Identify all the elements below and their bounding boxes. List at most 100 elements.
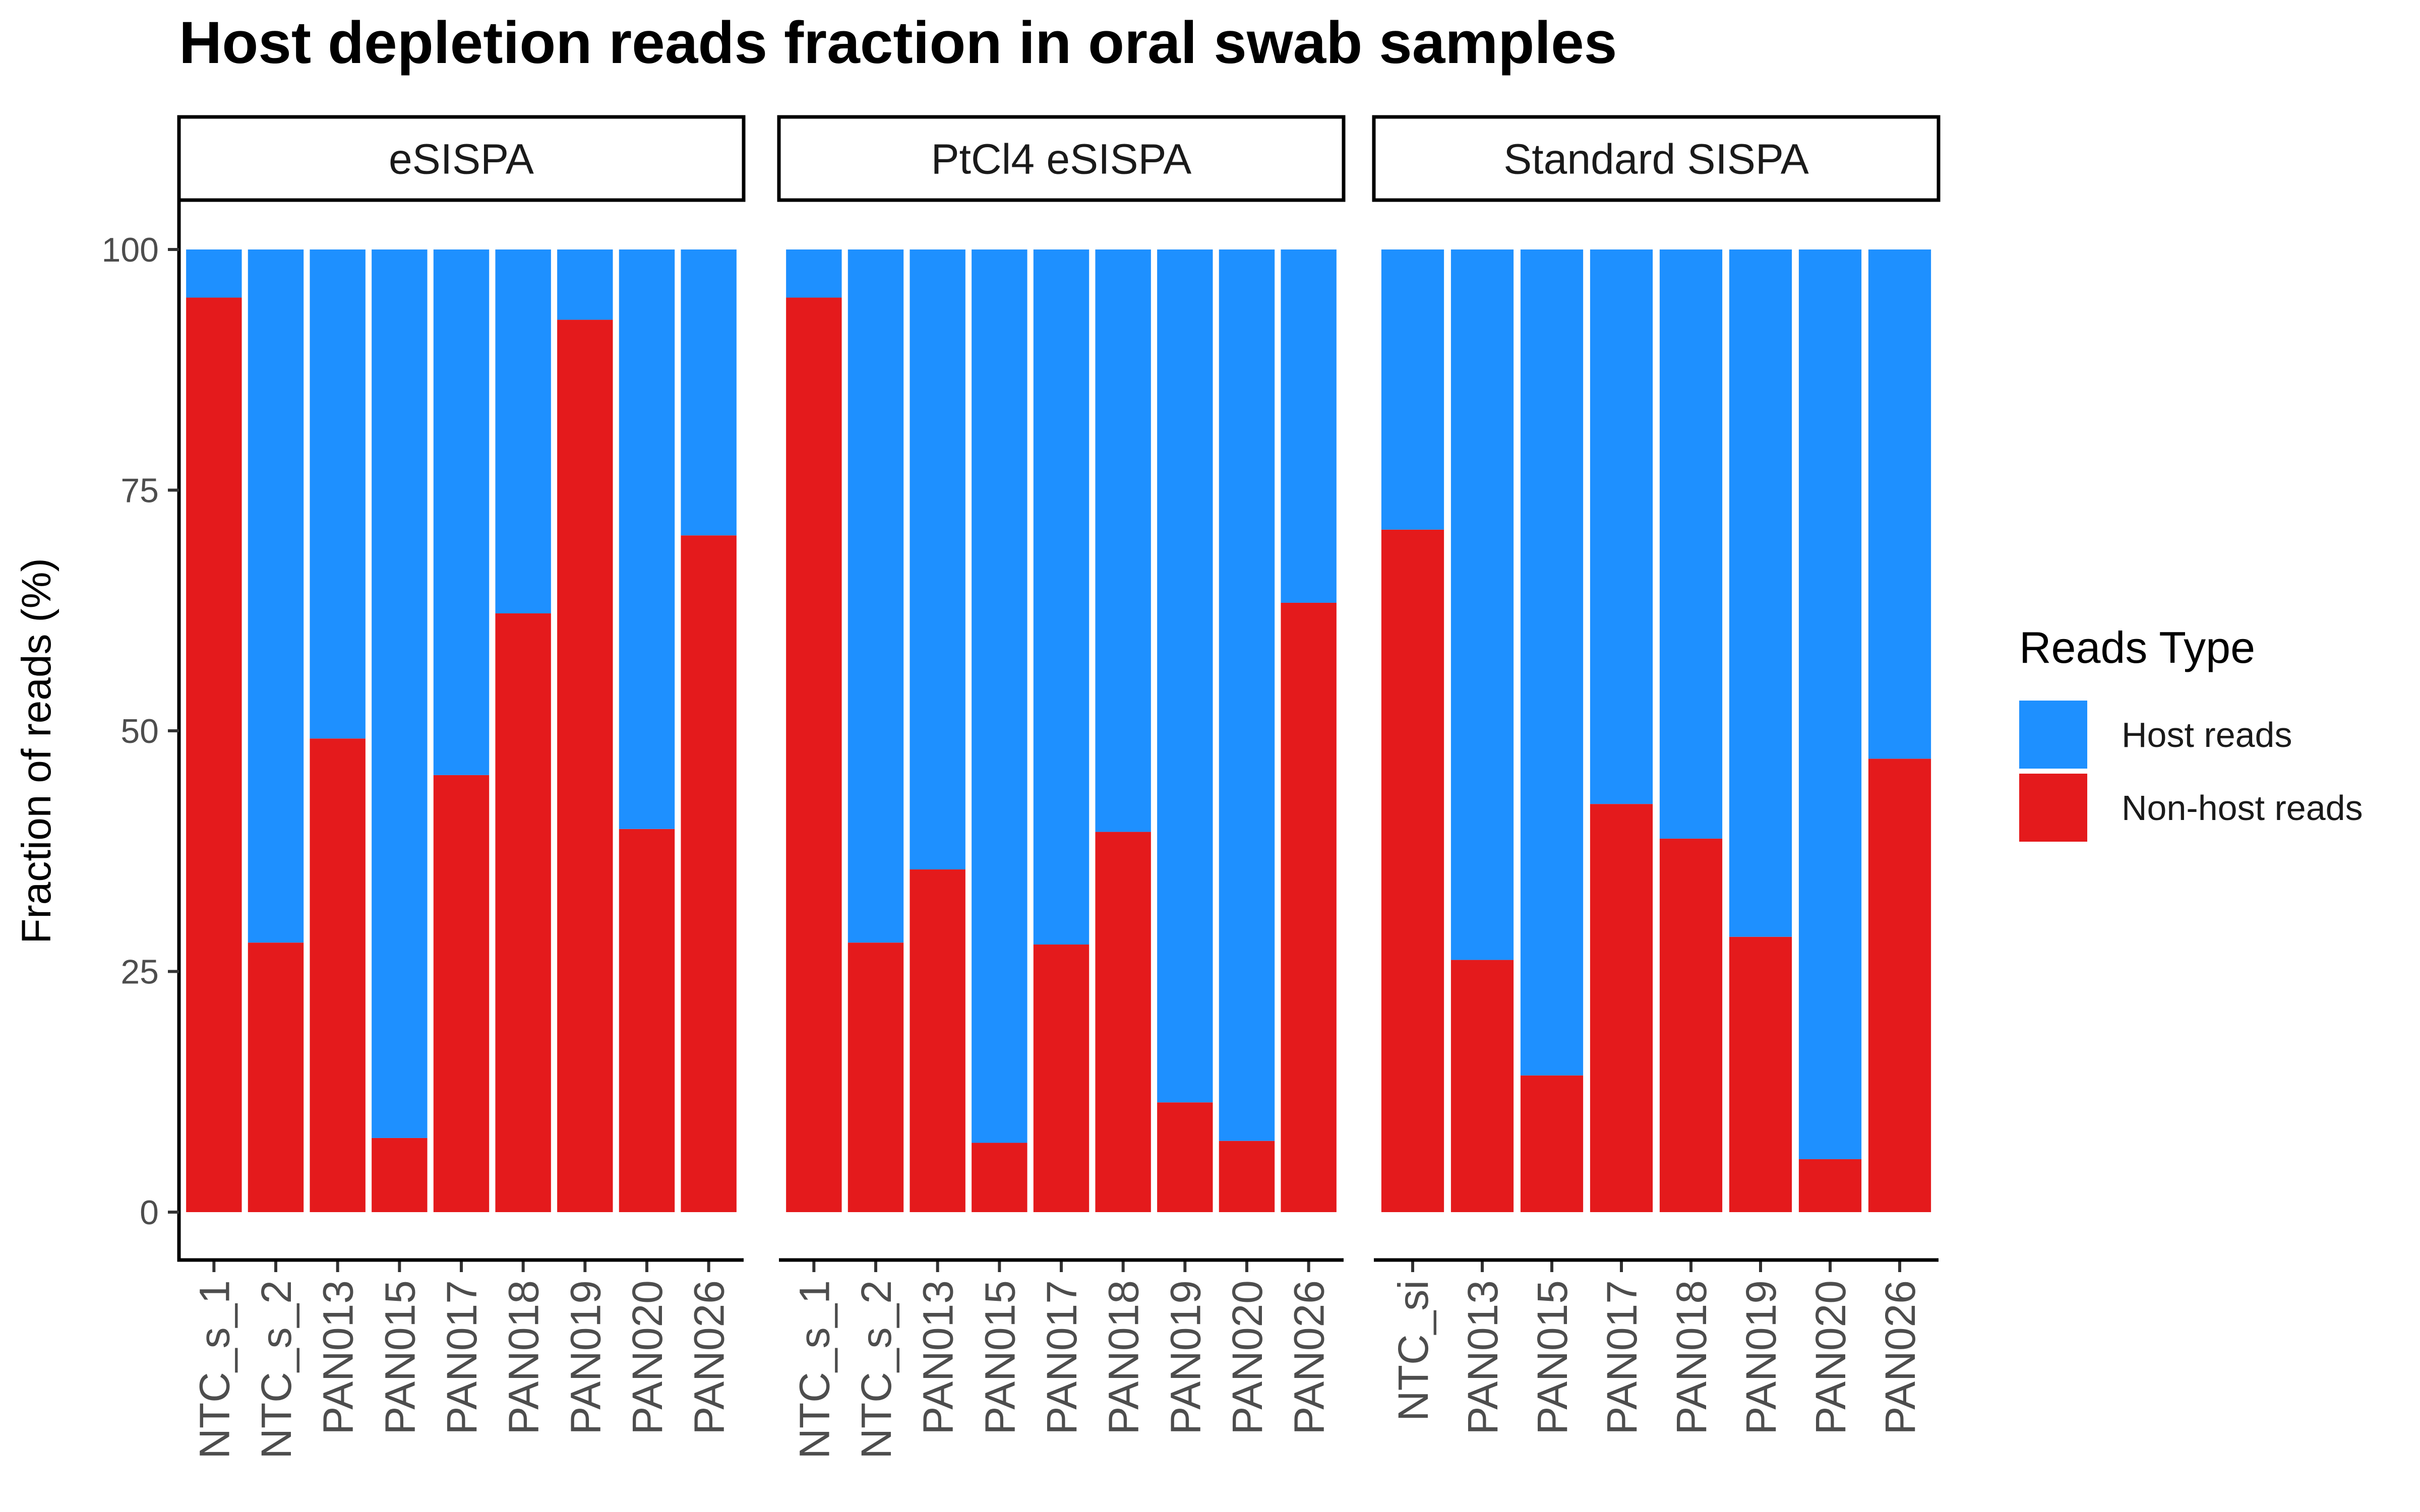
bar-segment [619,249,675,829]
bar-segment [1798,1159,1862,1212]
bar-segment [786,297,842,1212]
bar-segment [310,738,366,1212]
bar-segment [1590,804,1653,1212]
bar-segment [1798,249,1862,1159]
x-tick-label: PAN020 [1807,1280,1854,1435]
x-tick-label: PAN017 [438,1280,486,1435]
bar-segment [1033,249,1090,945]
y-axis: 0 25 50 75 100 [102,202,181,1262]
x-tick-label: PAN015 [1529,1280,1576,1435]
bar-segment [681,535,737,1212]
facet-strip-label: PtCl4 eSISPA [931,136,1192,183]
x-tick-label: PAN015 [976,1280,1023,1435]
legend: Reads Type Host reads Non-host reads [2019,622,2363,842]
bar-segment [557,320,613,1213]
legend-swatch [2019,701,2087,769]
bar-segment [848,249,904,943]
x-tick-label: NTC_si [1389,1280,1437,1421]
bar-segment [248,942,304,1212]
x-tick-label: PAN018 [500,1280,548,1435]
facet-strip [777,115,1346,202]
legend-label: Host reads [2122,715,2292,754]
bar-segment [1450,249,1514,960]
legend-title: Reads Type [2019,622,2255,672]
bar-segment [248,249,304,943]
bar-segment [1095,832,1151,1212]
x-tick-label: PAN018 [1668,1280,1715,1435]
x-tick-label: PAN017 [1038,1280,1085,1435]
y-tick-label: 50 [120,712,159,750]
bar-segment [681,249,737,536]
bar-segment [1157,1102,1213,1212]
x-tick-label: PAN020 [1224,1280,1271,1435]
facet-strip-label: eSISPA [389,136,534,183]
y-tick-label: 75 [120,472,159,510]
bar-segment [1381,529,1444,1212]
bar-segment [1590,249,1653,804]
bar-segment [433,249,490,775]
chart-title: Host depletion reads fraction in oral sw… [179,10,1617,76]
bar-segment [910,249,965,870]
bar-segment [1281,602,1337,1212]
x-tick-label: NTC_s_2 [853,1280,900,1459]
bar-segment [1281,249,1337,603]
x-tick-label: PAN026 [1877,1280,1924,1435]
x-tick-label: PAN026 [686,1280,733,1435]
x-tick-label: NTC_s_1 [791,1280,838,1459]
bar-segment [1659,838,1723,1212]
bar-segment [1868,759,1931,1212]
x-tick-label: PAN020 [624,1280,671,1435]
facet-strip [1372,115,1941,202]
x-tick-label: PAN019 [1737,1280,1785,1435]
bar-segment [1033,944,1090,1212]
legend-swatch [2019,774,2087,842]
bar-segment [495,613,551,1212]
bar-segment [1219,249,1275,1141]
bar-segment [1520,249,1584,1076]
y-axis-title: Fraction of reads (%) [14,558,59,944]
bar-segment [495,249,551,613]
x-tick-label: PAN013 [1459,1280,1506,1435]
bar-segment [557,249,613,320]
bar-segment [972,249,1027,1143]
bar-segment [186,297,242,1212]
bar-segment [1157,249,1213,1103]
facet-panel: eSISPA NTC_s_1 NTC_s_2 PAN013 PAN015 PAN017 PA… [177,115,746,1459]
x-tick-label: PAN019 [1162,1280,1209,1435]
facet-strip [177,115,746,202]
x-tick-label: PAN013 [315,1280,362,1435]
x-tick-label: PAN013 [915,1280,962,1435]
facet-strip-label: Standard SISPA [1503,136,1808,183]
bar-segment [186,249,242,298]
x-tick-label: PAN015 [376,1280,424,1435]
bar-segment [433,775,490,1212]
x-tick-label: PAN018 [1100,1280,1147,1435]
x-tick-label: PAN026 [1286,1280,1333,1435]
bar-segment [372,1138,428,1212]
bar-segment [1729,936,1792,1212]
bar-segment [1450,960,1514,1212]
bar-segment [786,249,842,298]
bar-segment [1095,249,1151,832]
bar-segment [1520,1075,1584,1212]
bar-segment [1868,249,1931,759]
y-tick-label: 100 [102,231,159,269]
bar-segment [1659,249,1723,839]
bar-segment [848,942,904,1212]
bar-segment [372,249,428,1138]
bar-segment [972,1143,1027,1212]
bar-segment [619,829,675,1212]
y-tick-label: 0 [140,1193,159,1232]
facet-panels: eSISPA NTC_s_1 NTC_s_2 PAN013 PAN015 PAN017 PA… [177,115,1941,1459]
bar-segment [1219,1141,1275,1212]
x-tick-label: PAN017 [1598,1280,1646,1435]
bar-segment [910,869,965,1212]
x-tick-label: PAN019 [562,1280,609,1435]
facet-panel: Standard SISPA NTC_si PAN013 PAN015 PAN017 PA… [1372,115,1941,1435]
x-tick-label: NTC_s_2 [253,1280,300,1459]
x-tick-label: NTC_s_1 [191,1280,238,1459]
bar-segment [310,249,366,739]
legend-label: Non-host reads [2122,788,2363,828]
bar-segment [1381,249,1444,530]
